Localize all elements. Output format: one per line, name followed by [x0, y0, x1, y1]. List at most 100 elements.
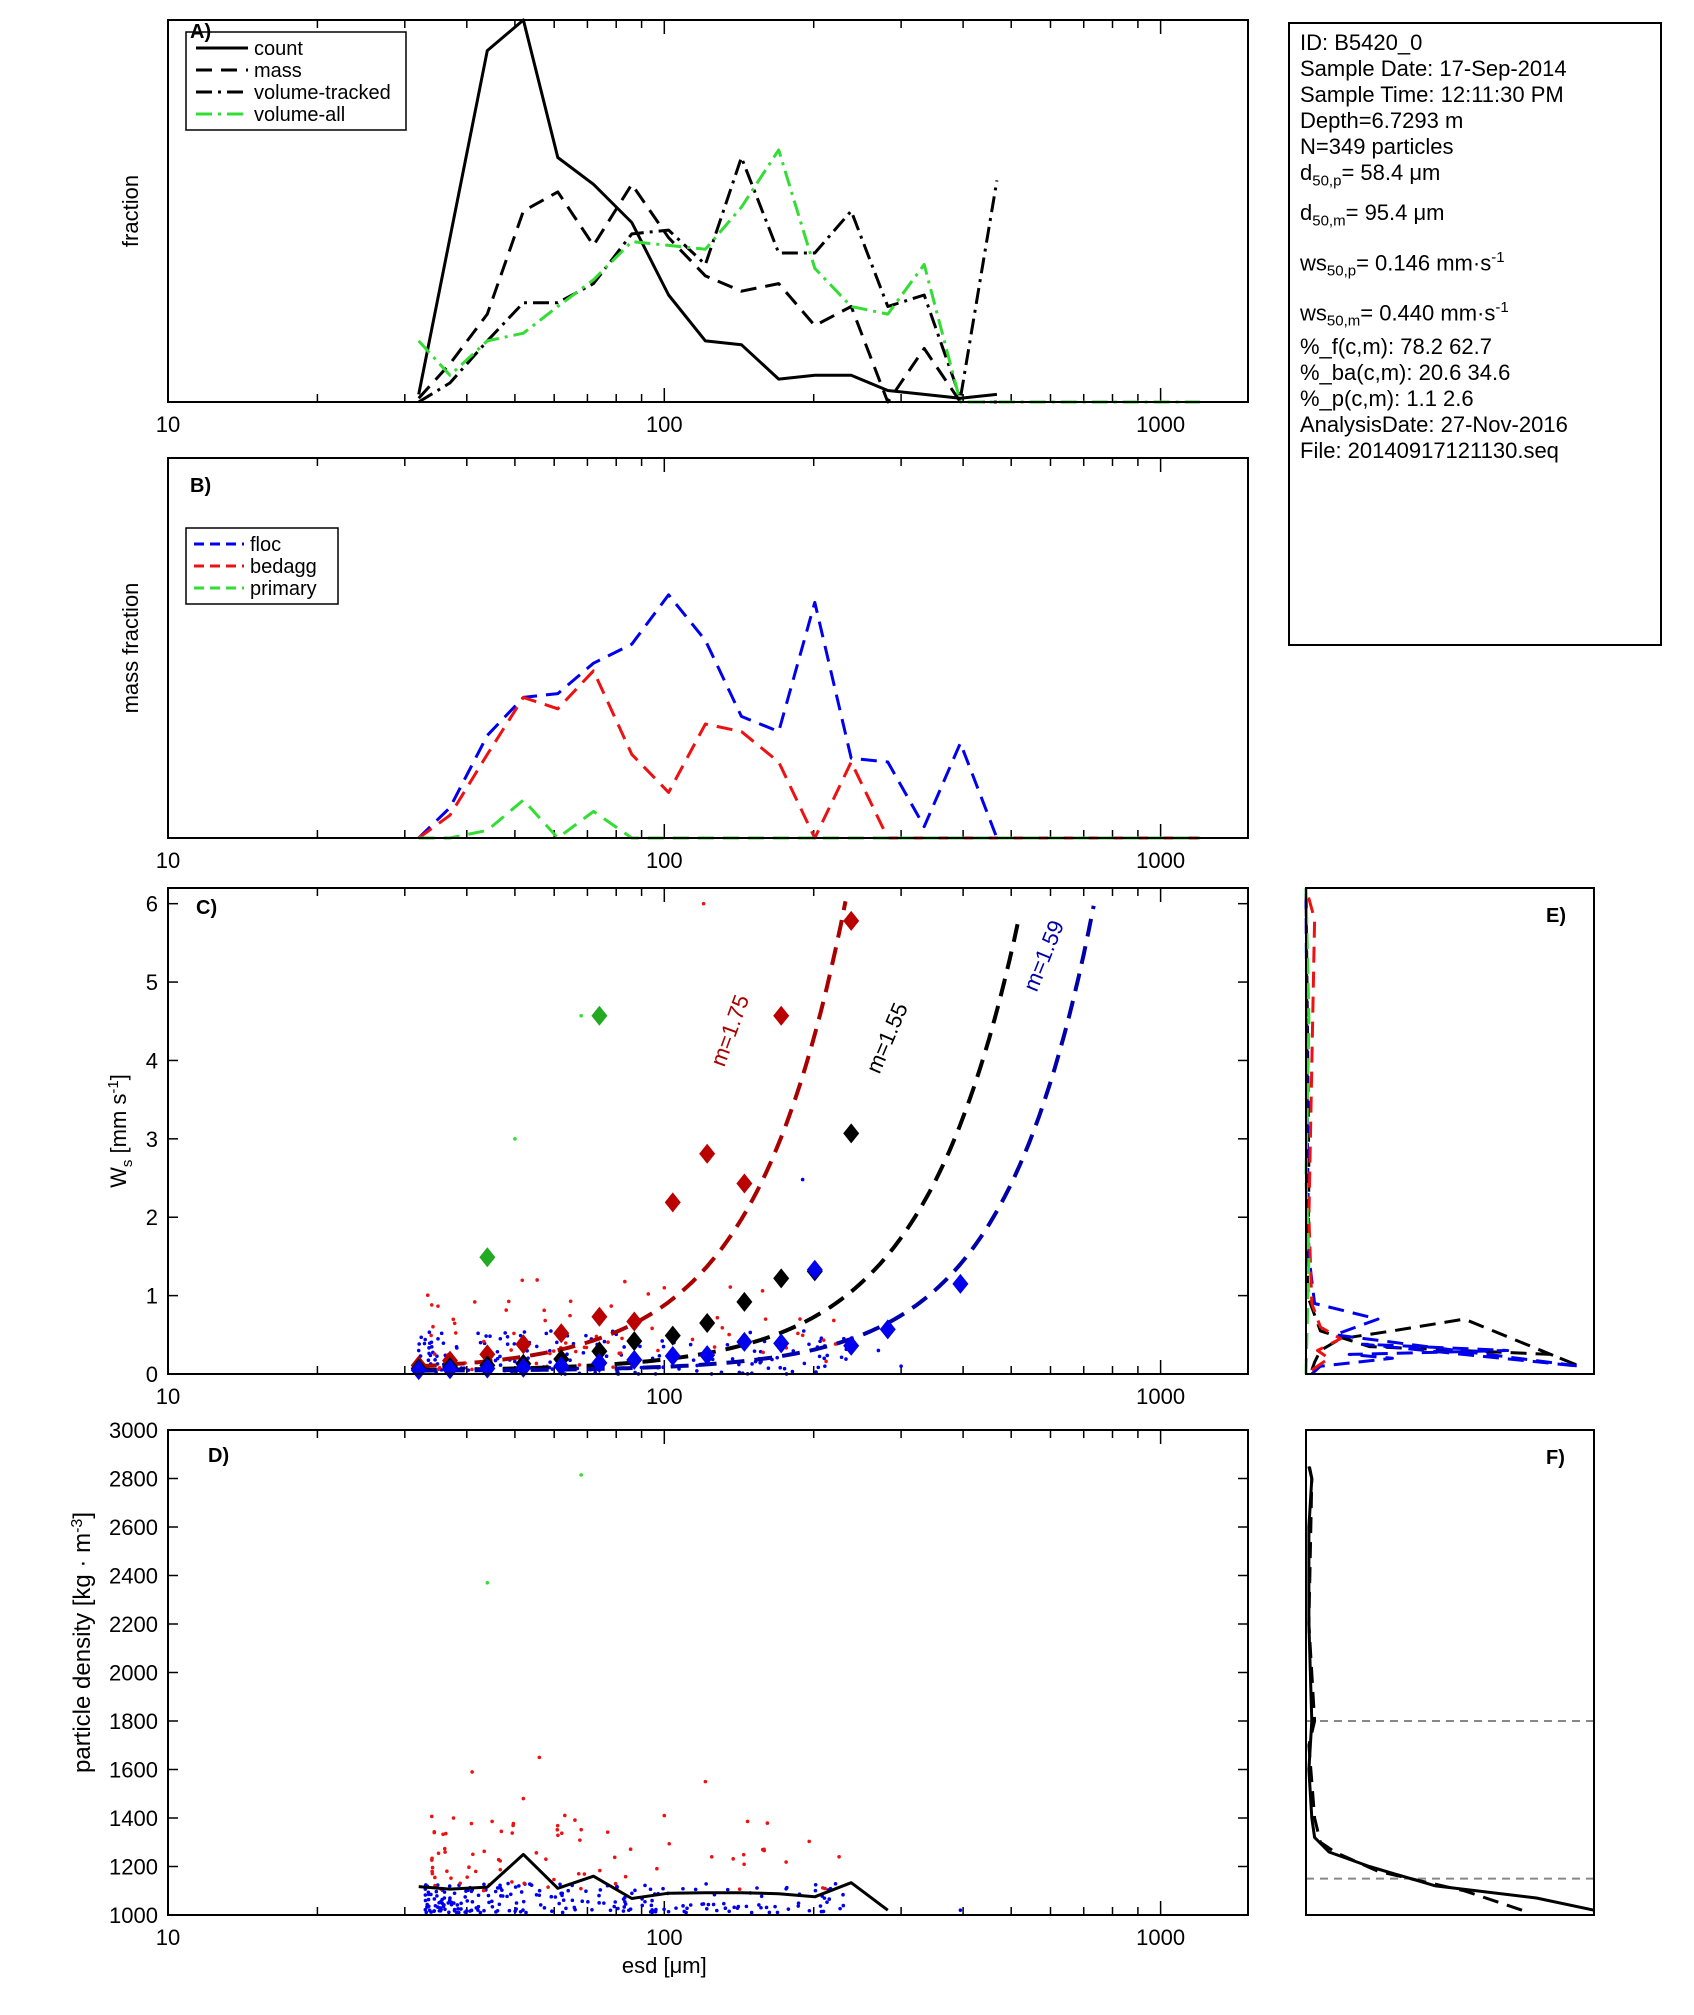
info-depth: Depth=6.7293 m: [1300, 108, 1464, 133]
data-point: [685, 1906, 689, 1911]
data-point: [456, 1907, 460, 1911]
panel-f: F): [1306, 1447, 1595, 1912]
data-point: [429, 1910, 433, 1914]
series-primary: [418, 798, 1200, 840]
data-point: [505, 1342, 510, 1346]
mean-diamond: [515, 1334, 532, 1355]
info-ws50p: ws50,p= 0.146 mm·s-1: [1300, 248, 1505, 280]
mean-diamond: [664, 1345, 681, 1366]
data-point: [762, 1848, 766, 1853]
median-density-line: [418, 1852, 889, 1912]
data-point: [469, 1821, 474, 1826]
data-point: [520, 1278, 525, 1283]
data-point: [557, 1901, 561, 1906]
data-point: [612, 1904, 616, 1909]
data-point: [454, 1345, 459, 1349]
data-point: [730, 1357, 735, 1361]
data-point: [802, 1361, 807, 1366]
data-point: [813, 1882, 818, 1887]
data-point: [800, 1177, 805, 1182]
data-point: [623, 1279, 627, 1284]
data-point: [824, 1359, 828, 1364]
data-point: [822, 1896, 827, 1900]
data-point: [568, 1358, 572, 1363]
data-point: [630, 1891, 634, 1896]
panel-f-axes-frame: [1305, 1429, 1595, 1916]
data-point: [473, 1869, 478, 1874]
histogram-series: [1304, 887, 1311, 1375]
data-point: [764, 1905, 769, 1910]
data-point: [662, 1907, 666, 1912]
data-point: [506, 1299, 511, 1304]
fit-curve-m=1.75: [418, 900, 848, 1369]
data-point: [496, 1857, 501, 1862]
data-point: [423, 1893, 428, 1897]
data-point: [650, 1326, 654, 1331]
data-point: [844, 1357, 848, 1361]
mean-diamond: [699, 1313, 716, 1334]
data-point: [430, 1871, 435, 1876]
data-point: [643, 1899, 647, 1904]
panel-label: D): [208, 1445, 229, 1467]
mean-diamond: [479, 1247, 496, 1268]
data-point: [517, 1884, 521, 1888]
data-point: [602, 1339, 607, 1344]
data-point: [537, 1893, 542, 1898]
data-point: [459, 1907, 463, 1911]
data-point: [538, 1903, 543, 1907]
data-point: [759, 1905, 763, 1910]
x-tick-label: 1000: [1136, 1384, 1185, 1409]
data-point: [623, 1902, 628, 1906]
mean-diamond: [843, 1123, 860, 1144]
data-point: [429, 1340, 434, 1345]
data-point: [579, 1473, 583, 1477]
data-point: [486, 1893, 491, 1898]
panel-a: 10 100 1000 countmassvolume-trackedvolume-a…: [118, 18, 1200, 437]
legend-label: floc: [250, 534, 281, 556]
data-point: [493, 1358, 498, 1363]
data-point: [436, 1851, 441, 1856]
panel-label: A): [190, 21, 211, 43]
mean-diamond: [736, 1331, 753, 1352]
sample-info-box: ID: B5420_0 Sample Date: 17-Sep-2014 Sam…: [1288, 22, 1662, 646]
panel-d-axes-frame: [167, 1429, 1249, 1916]
y-tick-label: 1000: [109, 1903, 158, 1928]
data-point: [564, 1906, 568, 1911]
data-point: [613, 1881, 618, 1886]
series-volume-all: [417, 148, 1200, 404]
data-point: [417, 1342, 421, 1346]
data-point: [798, 1317, 802, 1321]
x-tick-label: 10: [156, 848, 180, 873]
panel-d: 10 100 1000 1000 1200 1400 1600 1800 2000 2200 240…: [69, 1418, 1248, 1978]
data-point: [833, 1342, 838, 1346]
x-tick-label: 100: [646, 1384, 683, 1409]
data-point: [563, 1341, 568, 1345]
data-point: [453, 1331, 458, 1335]
data-point: [435, 1354, 439, 1359]
data-point: [674, 1906, 678, 1910]
data-point: [660, 1339, 665, 1343]
mean-diamond: [736, 1291, 753, 1312]
data-point: [548, 1360, 552, 1364]
mean-diamond: [664, 1192, 681, 1213]
mean-diamond: [699, 1345, 716, 1366]
y-tick-label: 2600: [109, 1515, 158, 1540]
data-point: [522, 1881, 527, 1886]
data-point: [650, 1898, 654, 1903]
data-point: [604, 1354, 609, 1358]
data-point: [429, 1333, 433, 1338]
histogram-series: [1304, 887, 1582, 1371]
data-point: [560, 1891, 565, 1896]
data-point: [451, 1816, 456, 1820]
data-point: [688, 1342, 693, 1347]
data-point: [638, 1344, 642, 1349]
data-point: [608, 1908, 613, 1913]
data-point: [667, 1842, 672, 1846]
data-point: [423, 1337, 427, 1342]
mean-diamond: [479, 1344, 496, 1365]
data-point: [476, 1908, 480, 1912]
data-point: [429, 1303, 434, 1307]
data-point: [720, 1325, 725, 1330]
x-tick-label: 10: [156, 1925, 180, 1950]
